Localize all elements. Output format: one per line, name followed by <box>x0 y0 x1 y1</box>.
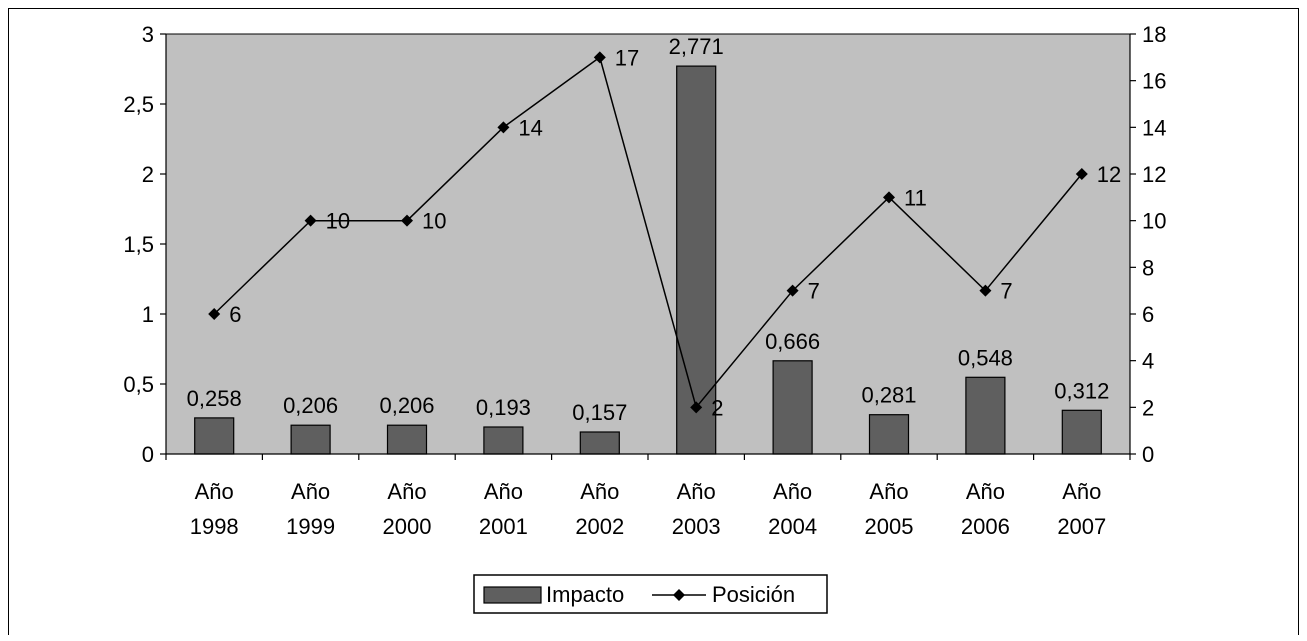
impacto-value-label: 0,666 <box>765 329 820 354</box>
category-label-line1: Año <box>387 479 426 504</box>
right-tick-label: 0 <box>1142 442 1154 467</box>
right-tick-label: 14 <box>1142 115 1166 140</box>
bar-2002 <box>579 431 620 455</box>
posicion-marker-2001 <box>497 121 510 134</box>
category-label-line1: Año <box>291 479 330 504</box>
bar-2007 <box>1061 409 1102 455</box>
bar-series-impacto <box>194 65 1102 455</box>
posicion-value-label: 7 <box>808 279 820 304</box>
left-tick-label: 1,5 <box>123 232 154 257</box>
posicion-marker-2003 <box>690 401 703 414</box>
legend-label-impacto: Impacto <box>546 582 624 607</box>
posicion-marker-2007 <box>1075 168 1088 180</box>
chart-frame: 0 0,5 1 1,5 2 2,5 3 0 2 4 6 8 10 12 14 16 18 Año 1998 Año 19… <box>8 8 1299 635</box>
legend: Impacto Posición <box>473 574 828 614</box>
left-tick-label: 2,5 <box>123 92 154 117</box>
posicion-value-label: 17 <box>615 45 639 70</box>
category-label-line1: Año <box>1062 479 1101 504</box>
left-tick-label: 0,5 <box>123 372 154 397</box>
category-label-line2: 2007 <box>1057 514 1106 539</box>
posicion-marker-2005 <box>883 191 895 204</box>
bar-2005 <box>868 414 910 455</box>
bar-2006 <box>965 376 1006 455</box>
posicion-marker-2004 <box>786 284 799 297</box>
posicion-marker-2006 <box>979 284 992 297</box>
line-series-posicion <box>208 51 1088 414</box>
impacto-value-label: 2,771 <box>669 34 724 59</box>
category-label-line2: 1998 <box>190 514 239 539</box>
bar-1998 <box>194 417 235 455</box>
bar-2003 <box>676 65 717 455</box>
category-label-line1: Año <box>966 479 1005 504</box>
right-tick-label: 6 <box>1142 302 1154 327</box>
posicion-value-label: 6 <box>229 302 241 327</box>
left-tick-label: 3 <box>142 22 154 47</box>
posicion-value-label: 10 <box>326 209 350 234</box>
left-tick-label: 0 <box>142 442 154 467</box>
posicion-value-label: 12 <box>1097 162 1121 187</box>
right-tick-label: 12 <box>1142 162 1166 187</box>
category-label-line2: 2001 <box>479 514 528 539</box>
bar-2001 <box>483 426 524 455</box>
category-label-line2: 2002 <box>575 514 624 539</box>
posicion-line <box>213 56 1083 409</box>
posicion-value-label: 2 <box>711 395 723 420</box>
left-tick-label: 2 <box>142 162 154 187</box>
category-label-line2: 2005 <box>865 514 914 539</box>
category-label-line1: Año <box>484 479 523 504</box>
right-tick-label: 18 <box>1142 22 1166 47</box>
impacto-value-label: 0,312 <box>1054 378 1109 403</box>
axes: 0 0,5 1 1,5 2 2,5 3 0 2 4 6 8 10 12 14 16 18 Año 1998 Año 19… <box>123 22 1166 539</box>
right-tick-label: 16 <box>1142 69 1166 94</box>
impacto-value-label: 0,206 <box>379 393 434 418</box>
right-tick-label: 4 <box>1142 349 1154 374</box>
legend-marker-posicion <box>673 589 685 601</box>
category-label-line1: Año <box>869 479 908 504</box>
chart: 0 0,5 1 1,5 2 2,5 3 0 2 4 6 8 10 12 14 16 18 Año 1998 Año 19… <box>123 22 1166 614</box>
category-label-line2: 2000 <box>383 514 432 539</box>
impacto-value-label: 0,281 <box>861 383 916 408</box>
impacto-value-label: 0,548 <box>958 345 1013 370</box>
posicion-value-label: 10 <box>422 209 446 234</box>
category-label-line2: 1999 <box>286 514 335 539</box>
category-label-line1: Año <box>195 479 234 504</box>
posicion-value-label: 14 <box>518 115 542 140</box>
posicion-marker-2002 <box>593 51 606 64</box>
legend-swatch-impacto <box>483 586 542 604</box>
impacto-value-label: 0,193 <box>476 395 531 420</box>
category-label-line1: Año <box>580 479 619 504</box>
impacto-value-label: 0,258 <box>187 386 242 411</box>
category-label-line2: 2006 <box>961 514 1010 539</box>
category-label-line1: Año <box>677 479 716 504</box>
impacto-value-label: 0,157 <box>572 400 627 425</box>
left-tick-label: 1 <box>142 302 154 327</box>
posicion-marker-1999 <box>304 214 317 227</box>
impacto-value-label: 0,206 <box>283 393 338 418</box>
right-tick-label: 8 <box>1142 255 1154 280</box>
posicion-marker-2000 <box>401 214 413 227</box>
category-label-line2: 2003 <box>672 514 721 539</box>
data-labels: 0,258 0,206 0,206 0,193 0,157 2,771 0,666 0,281… <box>187 34 1122 425</box>
bar-1999 <box>290 424 331 455</box>
posicion-value-label: 11 <box>904 185 927 210</box>
category-label-line2: 2004 <box>768 514 817 539</box>
posicion-value-label: 7 <box>1000 279 1012 304</box>
right-tick-label: 2 <box>1142 395 1154 420</box>
posicion-marker-1998 <box>208 308 221 320</box>
legend-label-posicion: Posición <box>712 582 795 607</box>
category-label-line1: Año <box>773 479 812 504</box>
right-tick-label: 10 <box>1142 209 1166 234</box>
bar-2000 <box>386 424 428 455</box>
bar-2004 <box>772 360 813 455</box>
